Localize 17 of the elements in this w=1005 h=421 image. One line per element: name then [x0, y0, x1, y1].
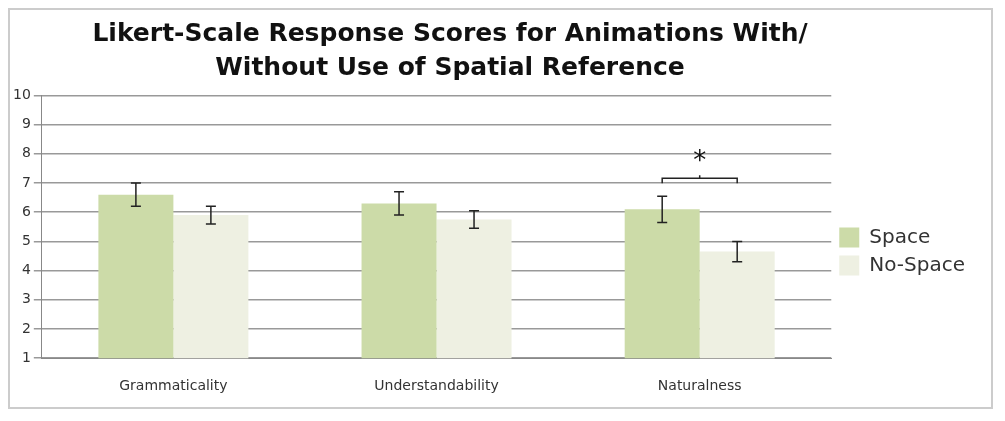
- y-tick-label: 4: [21, 261, 31, 278]
- y-tick-label: 8: [21, 144, 31, 161]
- y-tick-label: 1: [21, 348, 31, 365]
- x-tick-label: Understandability: [374, 377, 499, 394]
- y-tick-label: 3: [21, 290, 31, 307]
- chart-title: Likert-Scale Response Scores for Animations With/ Without Use of Spatial Reference: [91, 17, 809, 83]
- annotation: *: [693, 144, 707, 175]
- legend-label: No-Space: [869, 251, 965, 276]
- y-tick-label: 7: [21, 173, 31, 190]
- legend-label: Space: [869, 223, 931, 248]
- y-tick-label: 10: [12, 86, 31, 103]
- y-tick-label: 6: [21, 202, 31, 219]
- y-tick-label: 2: [21, 319, 31, 336]
- y-tick-label: 9: [21, 115, 31, 132]
- x-tick-label: Naturalness: [657, 377, 742, 394]
- x-tick-label: Grammaticality: [119, 377, 228, 394]
- y-tick-label: 5: [21, 232, 31, 249]
